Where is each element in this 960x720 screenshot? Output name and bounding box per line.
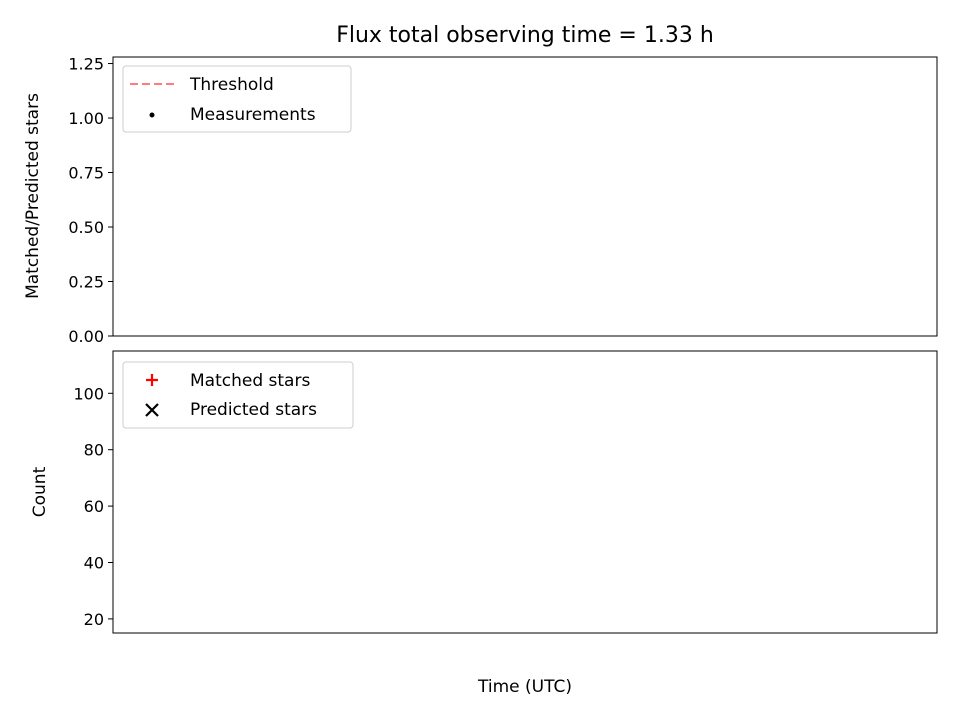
top-y-tick-label: 0.00 [68, 327, 104, 346]
legend-measurements-label: Measurements [190, 105, 316, 125]
bottom-y-tick-label: 60 [84, 497, 104, 516]
legend-matched-label: Matched stars [190, 371, 310, 391]
bottom-y-axis-label: Count [30, 466, 50, 517]
legend-predicted-label: Predicted stars [190, 400, 317, 420]
bottom-legend-box [122, 361, 354, 429]
chart-title: Flux total observing time = 1.33 h [336, 23, 714, 48]
bottom-y-tick-label: 100 [73, 384, 104, 403]
top-y-tick-label: 0.75 [68, 164, 104, 183]
x-axis-label: Time (UTC) [477, 677, 572, 697]
top-axes-frame [112, 56, 938, 337]
bottom-y-tick-label: 40 [84, 554, 104, 573]
top-legend-box [122, 65, 352, 133]
top-y-tick-label: 0.25 [68, 273, 104, 292]
top-y-tick-label: 1.00 [68, 109, 104, 128]
top-panel: 0.00 0.25 0.50 0.75 1.00 1.25 Matched/Predict… [23, 55, 938, 346]
bottom-y-tick-label: 20 [84, 610, 104, 629]
bottom-legend: Matched stars Predicted stars [122, 361, 354, 429]
legend-predicted-swatch [145, 403, 159, 417]
top-y-tick-label: 1.25 [68, 55, 104, 74]
bottom-y-ticks: 20 40 60 80 100 [73, 384, 113, 629]
legend-matched-swatch [146, 374, 158, 386]
legend-threshold-label: Threshold [189, 75, 274, 95]
bottom-y-tick-label: 80 [84, 441, 104, 460]
top-y-tick-label: 0.50 [68, 218, 104, 237]
top-legend: Threshold Measurements [122, 65, 352, 133]
legend-measurements-swatch [149, 112, 155, 118]
bottom-axes-frame [112, 350, 938, 634]
top-y-ticks: 0.00 0.25 0.50 0.75 1.00 1.25 [68, 55, 113, 346]
top-y-axis-label: Matched/Predicted stars [23, 93, 43, 299]
